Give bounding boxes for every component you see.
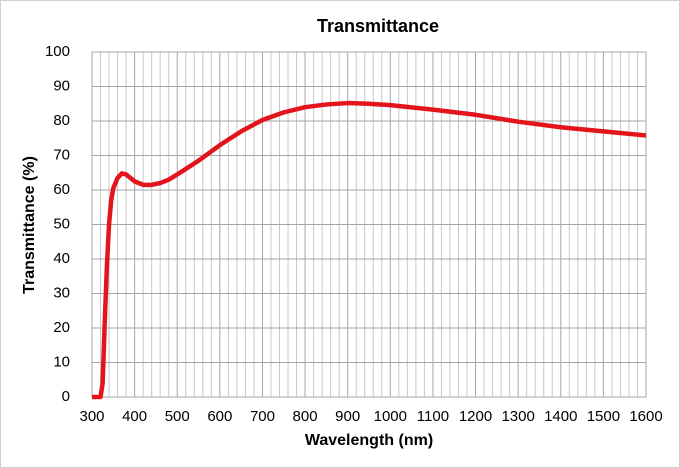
y-tick-label: 90 <box>53 77 70 94</box>
x-tick-label: 600 <box>207 408 232 425</box>
x-tick-label: 1400 <box>544 408 577 425</box>
chart-title: Transmittance <box>317 16 439 36</box>
y-tick-label: 100 <box>45 43 70 60</box>
x-tick-label: 1200 <box>459 408 492 425</box>
y-tick-label: 30 <box>53 284 70 301</box>
x-tick-label: 300 <box>79 408 104 425</box>
x-tick-label: 900 <box>335 408 360 425</box>
y-tick-label: 40 <box>53 250 70 267</box>
x-tick-label: 1600 <box>629 408 662 425</box>
data-line <box>92 100 647 400</box>
y-tick-label: 50 <box>53 215 70 232</box>
x-tick-label: 1500 <box>587 408 620 425</box>
y-tick-label: 80 <box>53 112 70 129</box>
x-tick-label: 800 <box>293 408 318 425</box>
y-tick-label: 0 <box>62 388 70 405</box>
x-tick-label: 1100 <box>417 408 449 425</box>
x-tick-label: 400 <box>122 408 147 425</box>
x-axis-label: Wavelength (nm) <box>305 432 433 449</box>
y-tick-label: 60 <box>53 181 70 198</box>
y-tick-label: 10 <box>53 353 70 370</box>
y-tick-label: 20 <box>53 319 70 336</box>
x-tick-label: 1300 <box>501 408 534 425</box>
y-tick-label: 70 <box>53 146 70 163</box>
y-axis-label: Transmittance (%) <box>21 156 38 294</box>
plot-border <box>91 51 647 398</box>
x-tick-label: 500 <box>165 408 190 425</box>
x-tick-label: 1000 <box>374 408 407 425</box>
x-tick-label: 700 <box>250 408 275 425</box>
